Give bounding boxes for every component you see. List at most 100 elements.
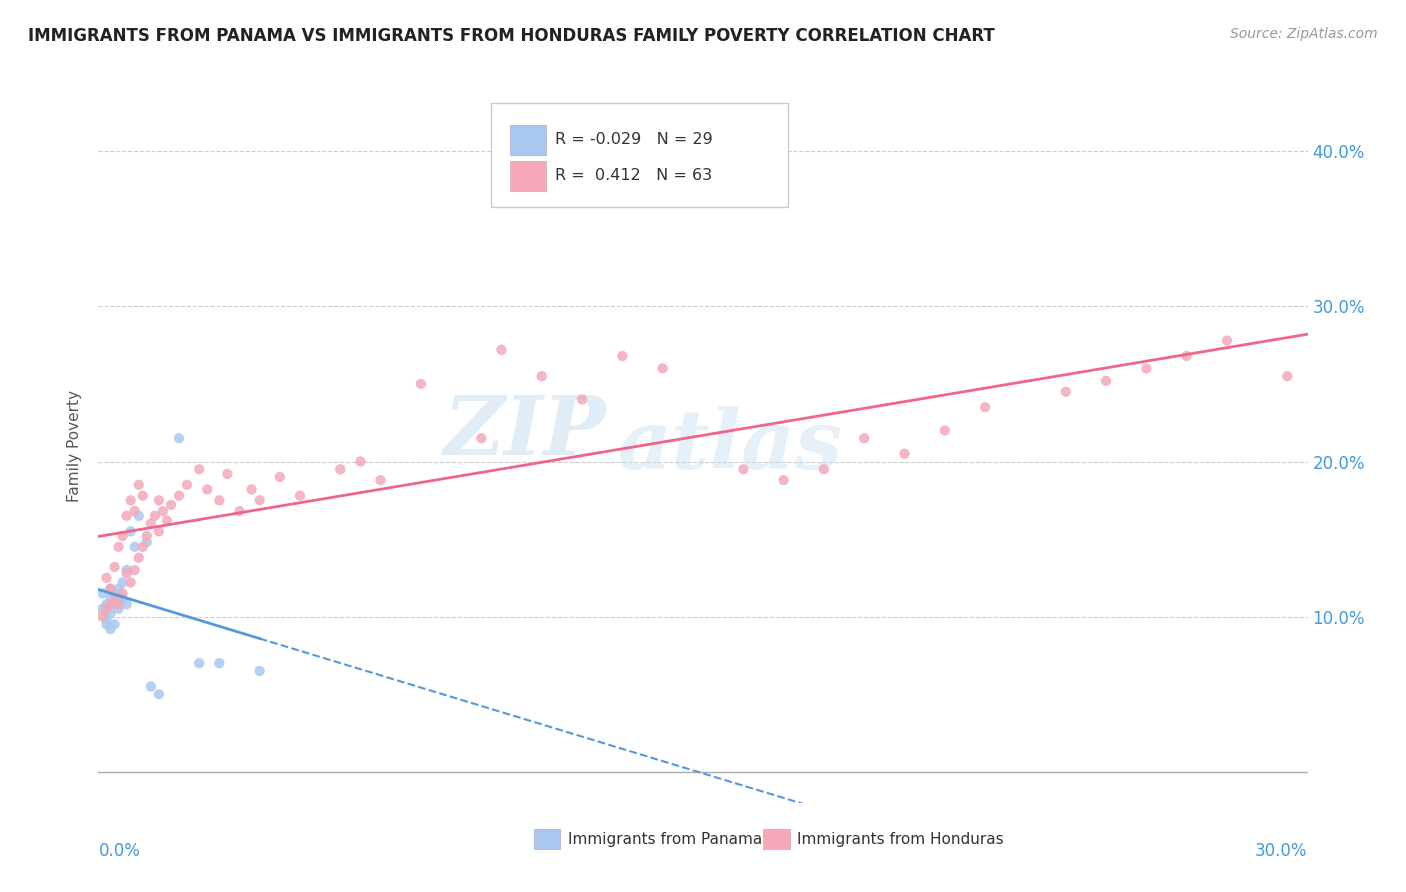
Point [91, 609, 114, 624]
Bar [763, 830, 790, 849]
Text: IMMIGRANTS FROM PANAMA VS IMMIGRANTS FROM HONDURAS FAMILY POVERTY CORRELATION CH: IMMIGRANTS FROM PANAMA VS IMMIGRANTS FRO… [28, 27, 995, 45]
Point [288, 489, 311, 503]
Text: ZIP: ZIP [444, 392, 606, 472]
Point [329, 462, 352, 476]
Point [128, 550, 150, 565]
Point [111, 529, 134, 543]
Point [124, 540, 146, 554]
Point [103, 597, 125, 611]
Point [470, 431, 492, 445]
Point [100, 622, 122, 636]
Point [370, 473, 392, 487]
Point [148, 524, 170, 539]
Point [100, 591, 122, 605]
Text: atlas: atlas [619, 406, 844, 486]
Point [249, 493, 271, 508]
Point [120, 575, 142, 590]
Point [491, 343, 513, 357]
Point [167, 489, 190, 503]
Point [100, 582, 122, 596]
Point [96, 617, 118, 632]
Point [167, 431, 190, 445]
Point [160, 498, 183, 512]
Point [91, 586, 114, 600]
Point [107, 582, 129, 596]
Bar [534, 830, 561, 849]
Point [91, 602, 114, 616]
Point [1095, 374, 1118, 388]
Point [100, 607, 122, 621]
Point [974, 401, 997, 415]
Point [195, 483, 218, 497]
Point [188, 462, 211, 476]
Point [813, 462, 835, 476]
Text: R =  0.412   N = 63: R = 0.412 N = 63 [555, 168, 713, 183]
Point [124, 563, 146, 577]
Point [148, 493, 170, 508]
Point [934, 424, 956, 438]
Point [135, 529, 157, 543]
Point [269, 470, 291, 484]
Point [893, 447, 915, 461]
Point [107, 540, 129, 554]
Text: Immigrants from Panama: Immigrants from Panama [568, 831, 762, 847]
Point [111, 586, 134, 600]
Point [208, 493, 231, 508]
Text: Immigrants from Honduras: Immigrants from Honduras [797, 831, 1004, 847]
Point [96, 597, 118, 611]
Point [96, 571, 118, 585]
Point [107, 594, 129, 608]
Point [107, 602, 129, 616]
Point [103, 617, 125, 632]
Point [1216, 334, 1239, 348]
Point [103, 560, 125, 574]
Point [124, 504, 146, 518]
Point [111, 591, 134, 605]
Point [530, 369, 553, 384]
Point [228, 504, 250, 518]
Point [571, 392, 593, 407]
Point [1277, 369, 1299, 384]
Text: Source: ZipAtlas.com: Source: ZipAtlas.com [1230, 27, 1378, 41]
Bar [509, 161, 546, 191]
Point [135, 535, 157, 549]
Point [128, 508, 150, 523]
Text: 0.0%: 0.0% [98, 841, 141, 860]
Point [115, 566, 138, 581]
Point [103, 586, 125, 600]
Point [772, 473, 794, 487]
Point [249, 664, 271, 678]
Point [651, 361, 673, 376]
Point [100, 582, 122, 596]
Point [128, 477, 150, 491]
Point [96, 613, 118, 627]
Point [107, 597, 129, 611]
Point [115, 563, 138, 577]
Point [132, 489, 155, 503]
Point [143, 508, 166, 523]
Point [240, 483, 263, 497]
Y-axis label: Family Poverty: Family Poverty [67, 390, 83, 502]
Point [176, 477, 198, 491]
Text: 30.0%: 30.0% [1256, 841, 1308, 860]
Point [115, 508, 138, 523]
Point [120, 524, 142, 539]
Bar [509, 125, 546, 155]
Point [1135, 361, 1157, 376]
Point [208, 656, 231, 670]
Point [100, 597, 122, 611]
Point [103, 591, 125, 605]
Point [1054, 384, 1077, 399]
Point [120, 493, 142, 508]
Point [115, 597, 138, 611]
Point [152, 504, 174, 518]
Point [217, 467, 239, 481]
Point [349, 454, 371, 468]
Point [96, 602, 118, 616]
Point [139, 680, 162, 694]
Point [1175, 349, 1198, 363]
Point [139, 516, 162, 531]
Point [612, 349, 634, 363]
Point [188, 656, 211, 670]
Point [111, 575, 134, 590]
